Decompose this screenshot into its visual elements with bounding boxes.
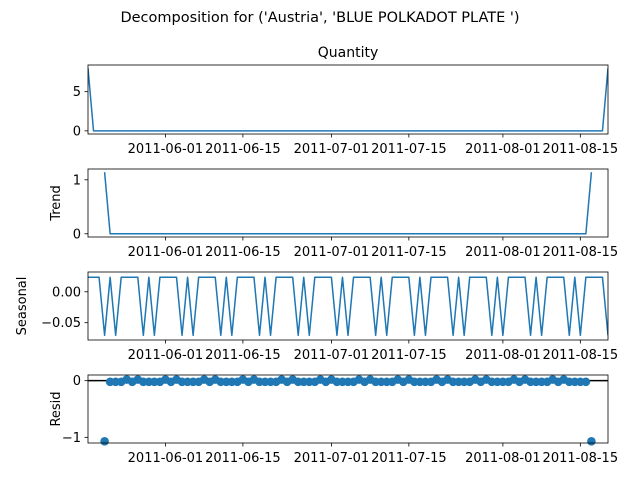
- axes-frame: [87, 374, 609, 444]
- x-tick-label: 2011-08-15: [543, 348, 619, 363]
- x-tick-label: 2011-08-15: [543, 142, 619, 157]
- seasonal-line: [88, 276, 608, 337]
- x-tick-label: 2011-08-15: [543, 245, 619, 260]
- x-tick-label: 2011-06-15: [205, 245, 281, 260]
- y-tick-label: −1: [62, 431, 81, 446]
- y-tick-label: 0: [73, 227, 81, 242]
- x-tick-label: 2011-08-01: [465, 348, 541, 363]
- x-tick-label: 2011-07-01: [294, 451, 370, 466]
- y-tick-label: 0: [73, 374, 81, 389]
- x-tick-label: 2011-07-15: [371, 451, 447, 466]
- x-tick-label: 2011-08-01: [465, 245, 541, 260]
- x-tick-label: 2011-06-01: [128, 245, 204, 260]
- x-tick-label: 2011-06-01: [128, 451, 204, 466]
- figure-title: Decomposition for ('Austria', 'BLUE POLK…: [120, 10, 519, 26]
- y-tick-label: 5: [73, 85, 81, 100]
- y-axis-label: Trend: [49, 185, 64, 222]
- x-tick-label: 2011-07-01: [294, 348, 370, 363]
- x-tick-label: 2011-08-01: [465, 451, 541, 466]
- y-tick-label: −0.05: [41, 316, 81, 331]
- resid-point: [581, 377, 591, 387]
- x-tick-label: 2011-07-01: [294, 142, 370, 157]
- resid-point: [100, 437, 109, 446]
- x-tick-label: 2011-08-15: [543, 451, 619, 466]
- x-tick-label: 2011-07-01: [294, 245, 370, 260]
- axes-frame: [87, 64, 609, 135]
- x-tick-label: 2011-06-15: [205, 142, 281, 157]
- x-tick-label: 2011-06-15: [205, 451, 281, 466]
- series-line-1-0: [103, 172, 593, 235]
- x-tick-label: 2011-08-01: [465, 142, 541, 157]
- y-axis-label: Resid: [49, 391, 64, 426]
- x-tick-label: 2011-07-15: [371, 348, 447, 363]
- resid-point: [587, 437, 596, 446]
- quantity-panel-title: Quantity: [318, 45, 379, 61]
- x-tick-label: 2011-06-01: [128, 348, 204, 363]
- y-tick-label: 0.00: [52, 285, 81, 300]
- y-axis-label: Seasonal: [15, 277, 30, 336]
- axes-panel-0: 0 5 2011-06-01 2011-06-15 2011-07-01 2011-07-…: [73, 64, 619, 157]
- x-tick-label: 2011-06-01: [128, 142, 204, 157]
- x-tick-label: 2011-07-15: [371, 142, 447, 157]
- axes-panel-1: 0 1 2011-06-01 2011-06-15 2011-07-01 2011-07-…: [49, 168, 619, 260]
- y-tick-label: 0: [73, 124, 81, 139]
- axes-frame: [87, 271, 609, 341]
- y-tick-label: 1: [73, 173, 81, 188]
- series-line-0-0: [88, 68, 608, 132]
- x-tick-label: 2011-06-15: [205, 348, 281, 363]
- axes-frame: [87, 168, 609, 238]
- x-tick-label: 2011-07-15: [371, 245, 447, 260]
- axes-panel-3: 0 −1 2011-06-01 2011-06-15 2011-07-01 2011-07…: [49, 374, 618, 466]
